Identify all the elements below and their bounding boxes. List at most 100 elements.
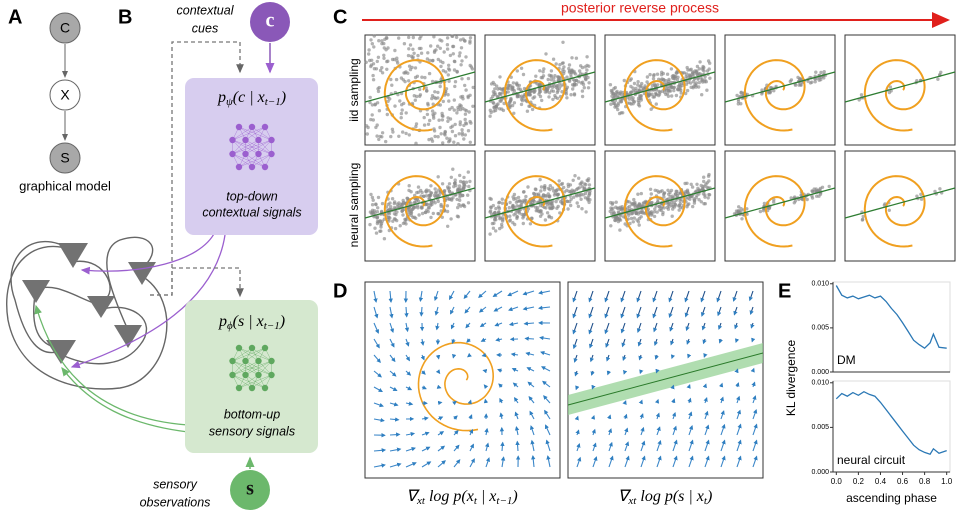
sample (498, 107, 501, 110)
sample (550, 75, 553, 78)
sample (580, 81, 583, 84)
sample (376, 206, 379, 209)
sample (668, 205, 671, 208)
sample (511, 87, 514, 90)
sample (518, 199, 521, 202)
sample (656, 83, 659, 86)
sample (492, 102, 495, 105)
sample (366, 132, 369, 135)
sample (443, 50, 446, 53)
sample (546, 211, 549, 214)
sample (735, 209, 738, 212)
sample (464, 118, 467, 121)
sample (457, 188, 460, 191)
sample (583, 86, 586, 89)
sample (371, 196, 374, 199)
sample (376, 60, 379, 63)
sample (372, 62, 375, 65)
sample (581, 66, 584, 69)
sample (408, 133, 411, 136)
sample (441, 118, 444, 121)
sample (584, 78, 587, 81)
sample (632, 198, 635, 201)
sample (577, 177, 580, 180)
sample (683, 182, 686, 185)
sample (652, 73, 655, 76)
sample (462, 176, 465, 179)
sample (500, 225, 503, 228)
sample (609, 103, 612, 106)
sample (526, 185, 529, 188)
sample (443, 133, 446, 136)
sample (428, 72, 431, 75)
sample (371, 42, 374, 45)
sample (460, 77, 463, 80)
sample (429, 184, 432, 187)
sample (648, 93, 651, 96)
sample (626, 206, 629, 209)
icon-node (242, 137, 248, 143)
sample (426, 113, 429, 116)
sample (462, 124, 465, 127)
sample (383, 237, 386, 240)
icon-node (242, 151, 248, 157)
sample (467, 129, 470, 132)
formula-part: | x (477, 488, 497, 505)
sample (448, 190, 451, 193)
sample (432, 127, 435, 130)
sample (437, 119, 440, 122)
sample (450, 34, 453, 37)
sample (458, 174, 461, 177)
formula-part: p (218, 313, 227, 330)
sample (391, 197, 394, 200)
sample (676, 88, 679, 91)
formula-part: log p(x (425, 488, 474, 505)
sample (391, 130, 394, 133)
sample (418, 47, 421, 50)
icon-node (249, 164, 255, 170)
row-label: neural sampling (347, 163, 361, 248)
x-tick-label: 0.8 (919, 477, 931, 486)
sample (691, 205, 694, 208)
sample (627, 214, 630, 217)
sample (408, 184, 411, 187)
sample (438, 38, 441, 41)
sample (369, 38, 372, 41)
sample (463, 84, 466, 87)
sample (414, 99, 417, 102)
sample (614, 206, 617, 209)
sample (700, 184, 703, 187)
sample (737, 102, 740, 105)
sample (468, 180, 471, 183)
sample (452, 45, 455, 48)
sample (498, 207, 501, 210)
sample (412, 36, 415, 39)
sample (573, 174, 576, 177)
sample (493, 218, 496, 221)
sample (513, 223, 516, 226)
sample (451, 168, 454, 171)
sample (619, 218, 622, 221)
sample (448, 198, 451, 201)
sample (439, 85, 442, 88)
sample (407, 47, 410, 50)
sample (524, 195, 527, 198)
sample (377, 56, 380, 59)
sample (452, 185, 455, 188)
sample (635, 218, 638, 221)
sample (441, 114, 444, 117)
sample (377, 196, 380, 199)
sample (385, 68, 388, 71)
sample (552, 90, 555, 93)
sample (447, 140, 450, 143)
sample (381, 220, 384, 223)
x-axis-label: ascending phase (846, 491, 937, 505)
sample (679, 85, 682, 88)
sample (441, 141, 444, 144)
sample (386, 113, 389, 116)
sample (429, 194, 432, 197)
sample (768, 91, 771, 94)
sample (414, 125, 417, 128)
sample (373, 67, 376, 70)
sample (461, 107, 464, 110)
